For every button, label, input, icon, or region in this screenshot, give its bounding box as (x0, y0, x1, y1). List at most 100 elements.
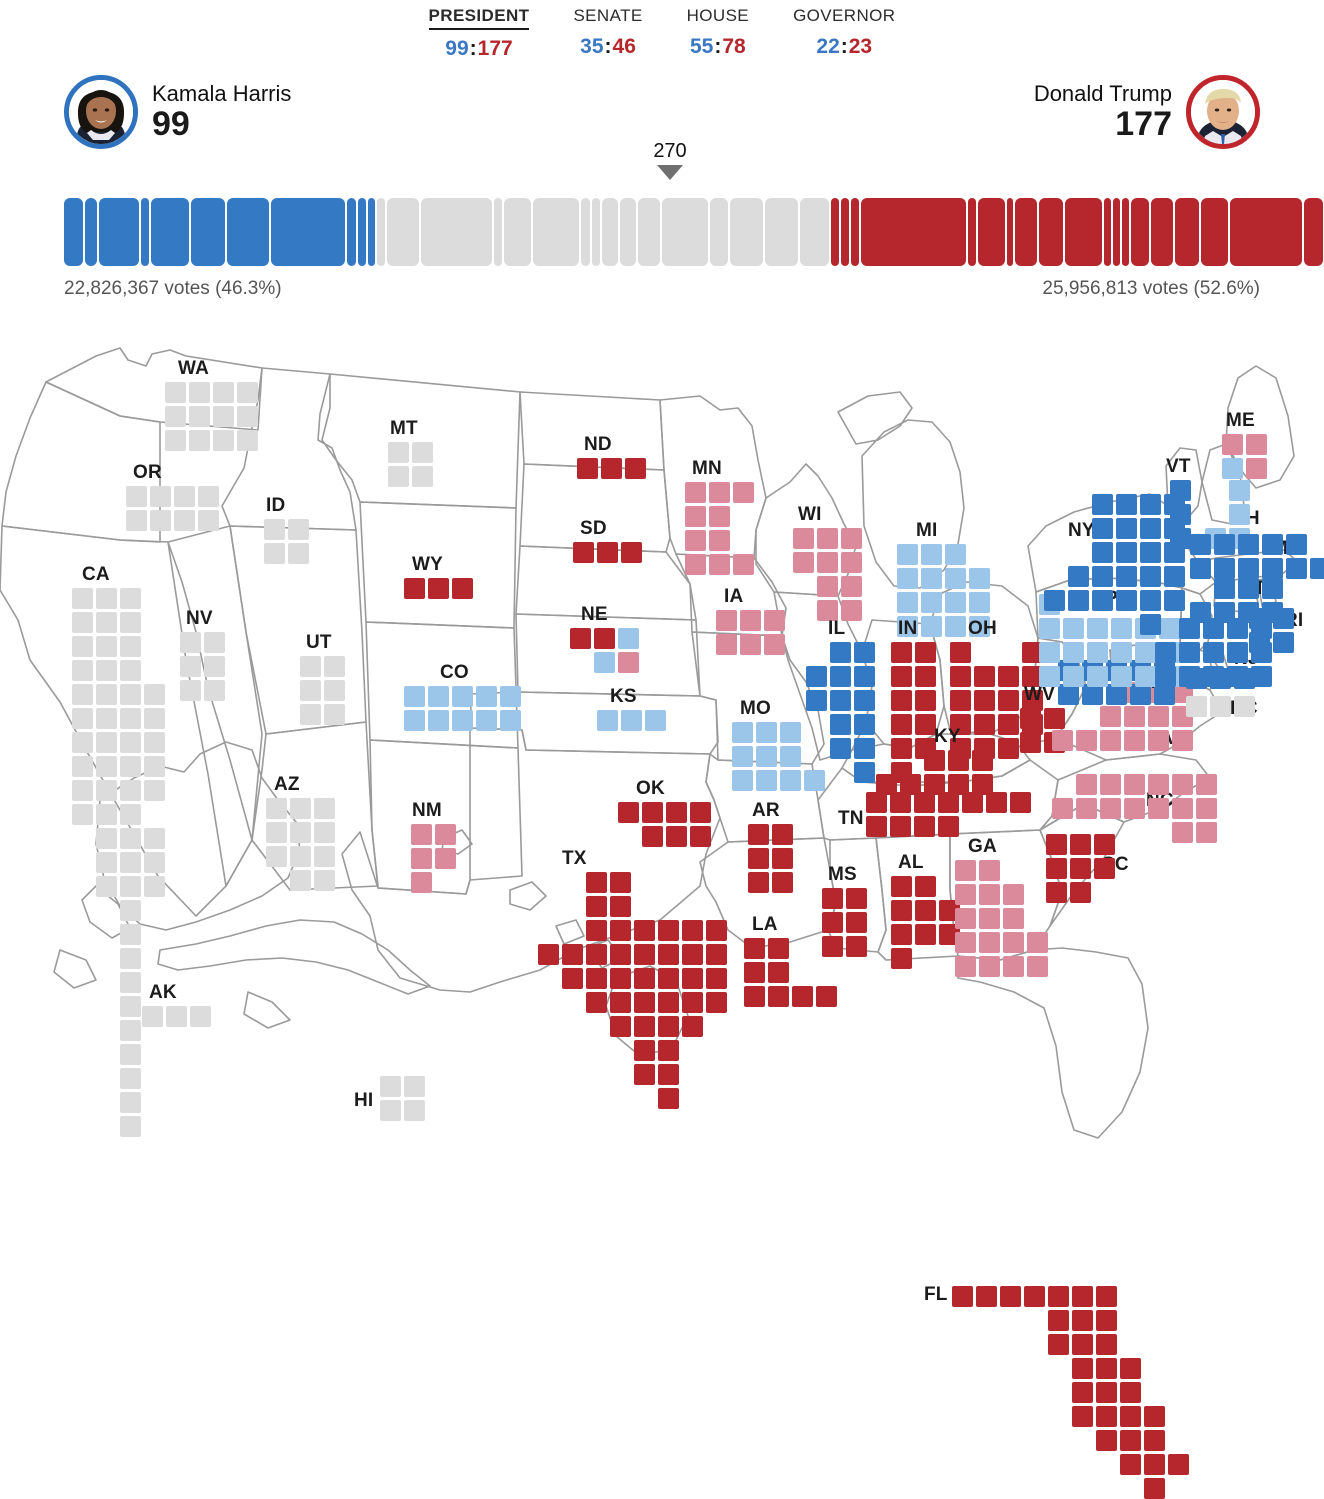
electoral-vote-cell (610, 1016, 631, 1037)
race-score-gop: 78 (722, 35, 746, 58)
bar-segment[interactable] (227, 198, 270, 266)
electoral-vote-cell (72, 804, 93, 825)
electoral-vote-cell (198, 510, 219, 531)
bar-segment[interactable] (861, 198, 966, 266)
electoral-vote-cell (96, 732, 117, 753)
bar-segment[interactable] (504, 198, 531, 266)
electoral-vote-cell (706, 944, 727, 965)
bar-segment[interactable] (376, 198, 385, 266)
electoral-vote-cell (594, 652, 615, 673)
bar-segment[interactable] (368, 198, 375, 266)
candidate-gop[interactable]: Donald Trump 177 (1034, 75, 1260, 149)
electoral-vote-cell (120, 660, 141, 681)
bar-segment[interactable] (1121, 198, 1129, 266)
race-tab-president[interactable]: PRESIDENT 99:177 (407, 6, 552, 61)
electoral-vote-cell (1262, 578, 1283, 599)
electoral-vote-cell (1140, 542, 1161, 563)
electoral-vote-cell (1044, 590, 1065, 611)
bar-segment[interactable] (1015, 198, 1037, 266)
electoral-vote-cell (120, 972, 141, 993)
bar-segment[interactable] (620, 198, 637, 266)
bar-segment[interactable] (141, 198, 150, 266)
bar-segment[interactable] (729, 198, 764, 266)
electoral-vote-cell (890, 816, 911, 837)
bar-segment[interactable] (1130, 198, 1150, 266)
bar-segment[interactable] (421, 198, 493, 266)
bar-segment[interactable] (1304, 198, 1323, 266)
electoral-vote-cell (1168, 1454, 1189, 1475)
electoral-vote-cell (300, 680, 321, 701)
electoral-vote-cell (1140, 590, 1161, 611)
bar-segment[interactable] (1006, 198, 1014, 266)
electoral-vote-cell (150, 486, 171, 507)
electoral-vote-cell (411, 848, 432, 869)
electoral-vote-cell (96, 828, 117, 849)
bar-segment[interactable] (831, 198, 840, 266)
electoral-vote-cell (841, 552, 862, 573)
state-vote-grids[interactable]: WA OR ID MT WY ND SD NE CA NV UT CO AZ NM KS OK TX MN IA MO… (0, 330, 1324, 1499)
bar-segment[interactable] (1038, 198, 1063, 266)
electoral-vote-cell (290, 798, 311, 819)
electoral-vote-cell (1027, 932, 1048, 953)
electoral-vote-cell (404, 1100, 425, 1121)
bar-segment[interactable] (84, 198, 97, 266)
state-label-sd: SD (580, 518, 607, 539)
bar-segment[interactable] (1151, 198, 1173, 266)
bar-segment[interactable] (851, 198, 860, 266)
bar-segment[interactable] (591, 198, 600, 266)
bar-segment[interactable] (346, 198, 357, 266)
electoral-vote-cell (1144, 1406, 1165, 1427)
bar-segment[interactable] (661, 198, 709, 266)
race-tab-senate[interactable]: SENATE 35:46 (551, 6, 664, 61)
bar-segment[interactable] (190, 198, 226, 266)
bar-segment[interactable] (64, 198, 83, 266)
electoral-vote-cell (924, 774, 945, 795)
electoral-vote-cell (938, 792, 959, 813)
electoral-vote-cell (817, 576, 838, 597)
electoral-vote-cell (1238, 558, 1259, 579)
bar-segment[interactable] (580, 198, 590, 266)
bar-segment[interactable] (841, 198, 850, 266)
bar-segment[interactable] (638, 198, 660, 266)
bar-segment[interactable] (710, 198, 728, 266)
bar-segment[interactable] (799, 198, 830, 266)
bar-segment[interactable] (358, 198, 367, 266)
electoral-vote-cell (1140, 566, 1161, 587)
bar-segment[interactable] (98, 198, 140, 266)
electoral-vote-cell (1227, 618, 1248, 639)
electoral-vote-cell (404, 1076, 425, 1097)
bar-segment[interactable] (1174, 198, 1199, 266)
electoral-vote-cell (915, 714, 936, 735)
bar-segment[interactable] (494, 198, 503, 266)
bar-segment[interactable] (967, 198, 976, 266)
electoral-vote-cell (921, 592, 942, 613)
race-tab-house[interactable]: HOUSE 55:78 (665, 6, 771, 61)
bar-segment[interactable] (1229, 198, 1303, 266)
bar-segment[interactable] (1113, 198, 1120, 266)
bar-segment[interactable] (271, 198, 345, 266)
bar-segment[interactable] (151, 198, 189, 266)
electoral-vote-cell (1096, 1358, 1117, 1379)
electoral-vote-cell (142, 1006, 163, 1027)
electoral-vote-cell (237, 382, 258, 403)
bar-segment[interactable] (532, 198, 579, 266)
electoral-vote-cell (915, 876, 936, 897)
us-electoral-map[interactable]: WA OR ID MT WY ND SD NE CA NV UT CO AZ NM KS OK TX MN IA MO… (0, 330, 1324, 1499)
bar-segment[interactable] (386, 198, 420, 266)
bar-segment[interactable] (601, 198, 619, 266)
electoral-vote-cell (120, 732, 141, 753)
bar-segment[interactable] (765, 198, 798, 266)
electoral-vote-cell (1058, 684, 1079, 705)
electoral-vote-bar[interactable] (64, 198, 1323, 266)
bar-segment[interactable] (1200, 198, 1228, 266)
electoral-vote-cell (756, 722, 777, 743)
state-label-in: IN (898, 618, 918, 639)
electoral-vote-cell (1039, 666, 1060, 687)
bar-segment[interactable] (1104, 198, 1112, 266)
bar-segment[interactable] (977, 198, 1005, 266)
electoral-vote-cell (380, 1076, 401, 1097)
race-nav: PRESIDENT 99:177 SENATE 35:46 HOUSE 55:78 GOVE… (0, 0, 1324, 61)
race-tab-governor[interactable]: GOVERNOR 22:23 (771, 6, 917, 61)
candidate-dem[interactable]: Kamala Harris 99 (64, 75, 291, 149)
bar-segment[interactable] (1064, 198, 1103, 266)
